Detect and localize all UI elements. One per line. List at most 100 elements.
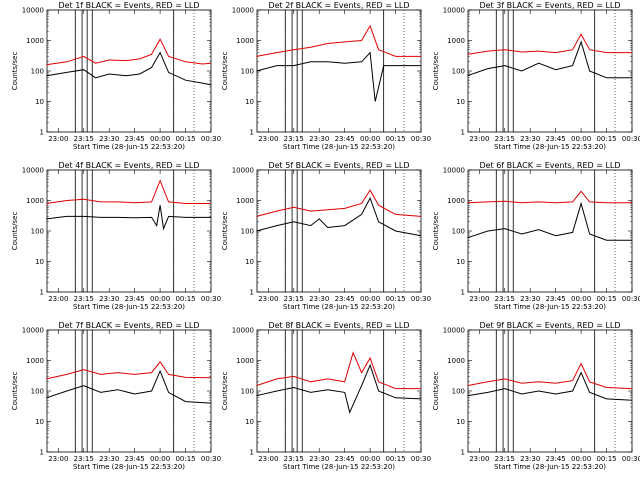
lld-rate-line (256, 351, 421, 390)
panel-title: Det 9f BLACK = Events, RED = LLD (479, 321, 620, 330)
y-axis-label: Counts/sec (11, 372, 19, 411)
y-tick-label: 1000 (236, 37, 254, 45)
panel-title: Det 1f BLACK = Events, RED = LLD (58, 1, 199, 10)
x-tick-label: 00:15 (175, 295, 195, 303)
panel-title: Det 2f BLACK = Events, RED = LLD (268, 1, 409, 10)
y-axis-label: Counts/sec (11, 52, 19, 91)
lld-rate-line (467, 190, 632, 204)
x-tick-label: 23:00 (48, 295, 68, 303)
x-tick-label: 23:30 (99, 295, 119, 303)
x-axis-label: Start Time (28-Jun-15 22:53:20) (283, 143, 395, 151)
y-axis-label: Counts/sec (221, 212, 229, 251)
event-rate-line (467, 201, 632, 241)
x-tick-label: 23:00 (48, 455, 68, 463)
x-tick-label: 00:00 (150, 295, 170, 303)
x-tick-label: 23:15 (495, 455, 515, 463)
y-tick-label: 1 (461, 129, 465, 137)
x-tick-label: 23:15 (284, 295, 304, 303)
y-tick-label: 1000 (447, 197, 465, 205)
x-tick-label: 00:00 (150, 455, 170, 463)
x-tick-label: 23:45 (546, 455, 566, 463)
x-tick-label: 00:15 (596, 295, 616, 303)
x-tick-label: 23:30 (520, 295, 540, 303)
x-tick-label: 00:30 (411, 455, 431, 463)
y-tick-label: 1000 (236, 357, 254, 365)
x-tick-label: 00:15 (385, 455, 405, 463)
y-tick-label: 100 (452, 388, 465, 396)
lld-rate-line (467, 33, 632, 55)
x-tick-label: 23:15 (495, 135, 515, 143)
x-axis-label: Start Time (28-Jun-15 22:53:20) (73, 143, 185, 151)
event-rate-line (256, 196, 422, 237)
y-tick-label: 10 (456, 258, 465, 266)
x-tick-label: 23:30 (99, 135, 119, 143)
x-tick-label: 00:30 (622, 135, 640, 143)
y-tick-label: 10 (245, 98, 254, 106)
y-tick-label: 10000 (443, 327, 465, 335)
detector-panel-5: Det 5f BLACK = Events, RED = LLD 1 10 100 10… (221, 161, 431, 311)
x-tick-label: 23:00 (258, 135, 278, 143)
detector-panel-3: Det 3f BLACK = Events, RED = LLD 1 10 100 10… (432, 1, 640, 151)
event-rate-line (467, 40, 632, 79)
x-tick-label: 23:15 (495, 295, 515, 303)
lld-rate-line (256, 189, 422, 217)
y-tick-label: 1000 (447, 37, 465, 45)
y-tick-label: 10 (35, 418, 44, 426)
y-tick-label: 100 (241, 228, 254, 236)
x-tick-label: 23:00 (469, 295, 489, 303)
y-tick-label: 100 (241, 68, 254, 76)
x-tick-label: 00:15 (596, 135, 616, 143)
y-tick-label: 100 (31, 68, 44, 76)
x-tick-label: 00:00 (150, 135, 170, 143)
plot-frame (46, 169, 212, 293)
x-tick-label: 00:30 (622, 455, 640, 463)
x-tick-label: 23:15 (284, 135, 304, 143)
x-tick-label: 00:15 (385, 135, 405, 143)
x-tick-label: 23:30 (309, 455, 329, 463)
plot-frame (467, 169, 633, 293)
event-rate-line (467, 371, 633, 401)
x-tick-label: 00:15 (175, 135, 195, 143)
x-tick-label: 23:15 (74, 135, 94, 143)
y-tick-label: 100 (31, 388, 44, 396)
lld-rate-line (46, 179, 211, 204)
x-tick-label: 00:00 (571, 455, 591, 463)
y-axis-label: Counts/sec (432, 212, 440, 251)
y-tick-label: 1000 (26, 197, 44, 205)
x-tick-label: 23:45 (125, 455, 145, 463)
panel-title: Det 5f BLACK = Events, RED = LLD (268, 161, 409, 170)
y-tick-label: 10000 (232, 167, 254, 175)
y-tick-label: 10 (245, 258, 254, 266)
y-tick-label: 100 (241, 388, 254, 396)
x-axis-label: Start Time (28-Jun-15 22:53:20) (283, 303, 395, 311)
x-tick-label: 23:30 (309, 295, 329, 303)
x-tick-label: 23:15 (284, 455, 304, 463)
x-tick-label: 23:30 (520, 455, 540, 463)
lld-rate-line (46, 38, 212, 66)
x-axis-label: Start Time (28-Jun-15 22:53:20) (73, 463, 185, 471)
y-tick-label: 1 (40, 449, 44, 457)
y-tick-label: 1 (250, 289, 254, 297)
detector-panel-9: Det 9f BLACK = Events, RED = LLD 1 10 100 10… (432, 321, 640, 471)
detector-panel-4: Det 4f BLACK = Events, RED = LLD 1 10 100 10… (11, 161, 221, 311)
x-tick-label: 23:45 (335, 455, 355, 463)
x-tick-label: 23:45 (546, 295, 566, 303)
y-tick-label: 1000 (447, 357, 465, 365)
lld-rate-line (467, 362, 633, 390)
y-tick-label: 10000 (22, 327, 44, 335)
x-tick-label: 23:00 (48, 135, 68, 143)
y-tick-label: 100 (452, 68, 465, 76)
event-rate-line (256, 51, 421, 102)
y-tick-label: 1 (461, 289, 465, 297)
x-tick-label: 23:00 (258, 295, 278, 303)
event-rate-line (46, 51, 212, 86)
x-tick-label: 23:30 (309, 135, 329, 143)
x-tick-label: 00:30 (411, 295, 431, 303)
y-tick-label: 100 (452, 228, 465, 236)
y-tick-label: 10000 (22, 167, 44, 175)
x-tick-label: 23:30 (520, 135, 540, 143)
x-tick-label: 23:45 (335, 295, 355, 303)
y-tick-label: 1 (40, 129, 44, 137)
event-rate-line (256, 363, 422, 414)
